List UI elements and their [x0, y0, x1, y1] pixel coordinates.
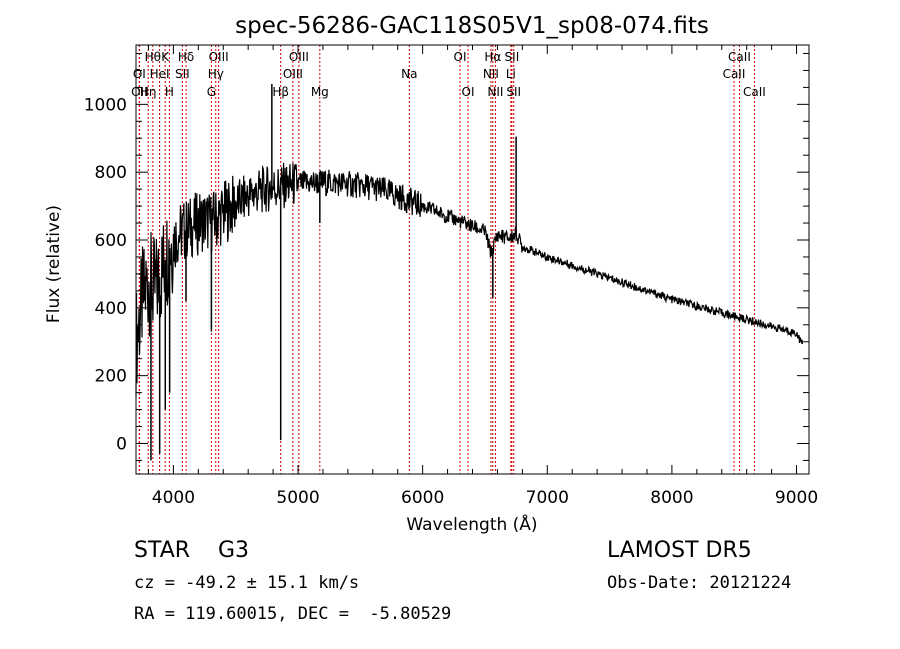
feature-label-15: Mg	[311, 85, 329, 99]
x-tick-label-2: 6000	[401, 488, 444, 508]
survey-label: LAMOST DR5	[607, 538, 752, 563]
feature-label-27: CaII	[743, 85, 766, 99]
x-tick-label-4: 8000	[650, 488, 693, 508]
feature-label-10: Hγ	[208, 67, 224, 81]
feature-label-19: NII	[483, 67, 499, 81]
feature-label-3: Hθ	[145, 50, 161, 64]
feature-label-23: SII	[505, 50, 520, 64]
feature-label-25: CaII	[723, 67, 746, 81]
y-tick-label-3: 600	[95, 231, 127, 251]
feature-label-22: Li	[506, 67, 516, 81]
feature-label-26: CaII	[728, 50, 751, 64]
feature-label-24: SII	[506, 85, 521, 99]
feature-label-11: OIII	[209, 50, 229, 64]
y-tick-label-0: 0	[116, 434, 127, 454]
feature-label-8: Hδ	[178, 50, 194, 64]
feature-label-4: HeI	[150, 67, 170, 81]
feature-label-5: K	[161, 50, 170, 64]
y-tick-label-2: 400	[95, 299, 127, 319]
feature-label-18: OI	[462, 85, 475, 99]
plot-frame	[135, 44, 810, 475]
y-tick-label-4: 800	[95, 163, 127, 183]
feature-label-13: OIII	[283, 67, 303, 81]
coordinates: RA = 119.60015, DEC = -5.80529	[134, 604, 452, 624]
redshift-value: cz = -49.2 ± 15.1 km/s	[134, 573, 360, 593]
feature-label-2: Hη	[140, 85, 157, 99]
feature-label-0: OII	[131, 85, 148, 99]
feature-lines	[138, 45, 755, 474]
x-tick-label-1: 5000	[276, 488, 319, 508]
chart-title: spec-56286-GAC118S05V1_sp08-074.fits	[235, 13, 709, 39]
classification-label: STAR G3	[134, 538, 250, 563]
feature-label-1: OI	[133, 67, 146, 81]
x-axis-label: Wavelength (Å)	[406, 513, 537, 535]
x-tick-label-0: 4000	[152, 488, 195, 508]
y-tick-label-1: 200	[95, 367, 127, 387]
y-axis-label: Flux (relative)	[44, 205, 64, 323]
feature-label-7: SII	[175, 67, 190, 81]
x-tick-label-5: 9000	[775, 488, 818, 508]
obs-date: Obs-Date: 20121224	[607, 573, 792, 593]
y-axis: 0 200 400 600 800 1000	[84, 52, 809, 461]
feature-label-14: OIII	[289, 50, 309, 64]
y-tick-label-5: 1000	[84, 95, 127, 115]
feature-label-17: OI	[454, 50, 467, 64]
feature-label-16: Na	[401, 67, 417, 81]
feature-labels: OIIOIHηHθHeIKHSIIHδGHγOIIIHβOIIIOIIIMgNa…	[131, 50, 766, 99]
spectrum-line	[135, 162, 804, 397]
spectrum-features	[150, 84, 517, 461]
x-tick-label-3: 7000	[526, 488, 569, 508]
feature-label-12: Hβ	[272, 85, 289, 99]
feature-label-20: Hα	[484, 50, 501, 64]
feature-label-9: G	[207, 85, 216, 99]
feature-label-6: H	[165, 85, 174, 99]
x-axis: 4000 5000 6000 7000 8000 9000	[147, 45, 818, 508]
feature-label-21: NII	[487, 85, 503, 99]
